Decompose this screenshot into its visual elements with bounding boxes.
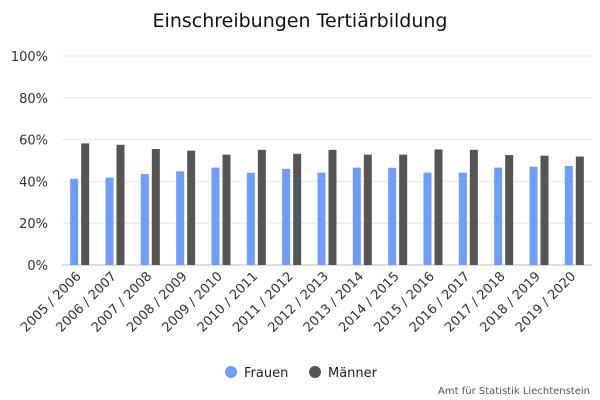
bar-maenner[interactable] bbox=[434, 149, 443, 265]
legend-marker bbox=[225, 366, 237, 378]
bar-maenner[interactable] bbox=[469, 149, 478, 265]
bar-frauen[interactable] bbox=[423, 172, 432, 265]
x-tick-label: 2005 / 2006 bbox=[18, 269, 84, 335]
bar-frauen[interactable] bbox=[352, 167, 361, 265]
y-tick-label: 60% bbox=[19, 134, 48, 149]
source-credit: Amt für Statistik Liechtenstein bbox=[438, 386, 590, 397]
bar-frauen[interactable] bbox=[529, 166, 538, 265]
legend-marker bbox=[309, 366, 321, 378]
bar-frauen[interactable] bbox=[211, 167, 220, 265]
legend: Frauen Männer bbox=[225, 366, 378, 381]
bar-frauen[interactable] bbox=[105, 177, 114, 265]
legend-item-frauen[interactable]: Frauen bbox=[225, 366, 288, 381]
bar-frauen[interactable] bbox=[494, 167, 503, 265]
y-tick-label: 20% bbox=[19, 217, 48, 232]
bar-frauen[interactable] bbox=[282, 168, 291, 265]
y-tick-label: 80% bbox=[19, 92, 48, 107]
bar-frauen[interactable] bbox=[458, 172, 467, 265]
chart-title: Einschreibungen Tertiärbildung bbox=[153, 10, 448, 32]
bar-frauen[interactable] bbox=[140, 174, 149, 265]
bar-maenner[interactable] bbox=[222, 154, 231, 265]
gridlines bbox=[62, 55, 592, 266]
bar-maenner[interactable] bbox=[540, 155, 549, 265]
legend-item-maenner[interactable]: Männer bbox=[309, 366, 378, 381]
bar-maenner[interactable] bbox=[187, 150, 196, 265]
legend-label: Männer bbox=[328, 366, 378, 381]
legend-label: Frauen bbox=[244, 366, 288, 381]
bar-maenner[interactable] bbox=[363, 154, 372, 265]
y-tick-label: 40% bbox=[19, 175, 48, 190]
bars bbox=[70, 143, 584, 265]
bar-frauen[interactable] bbox=[564, 165, 573, 265]
y-axis: 0% 20% 40% 60% 80% 100% bbox=[11, 50, 48, 274]
bar-maenner[interactable] bbox=[81, 143, 90, 265]
bar-maenner[interactable] bbox=[257, 149, 266, 265]
bar-maenner[interactable] bbox=[293, 153, 302, 265]
bar-frauen[interactable] bbox=[176, 171, 185, 265]
bar-frauen[interactable] bbox=[317, 172, 326, 265]
bar-maenner[interactable] bbox=[399, 154, 408, 265]
bar-frauen[interactable] bbox=[246, 172, 255, 265]
bar-maenner[interactable] bbox=[328, 149, 337, 265]
bar-maenner[interactable] bbox=[505, 155, 514, 265]
y-tick-label: 100% bbox=[11, 50, 48, 65]
bar-frauen[interactable] bbox=[70, 178, 79, 265]
bar-maenner[interactable] bbox=[151, 149, 160, 265]
bar-frauen[interactable] bbox=[388, 167, 397, 265]
bar-maenner[interactable] bbox=[575, 156, 584, 265]
bar-maenner[interactable] bbox=[116, 144, 125, 265]
y-tick-label: 0% bbox=[27, 259, 48, 274]
